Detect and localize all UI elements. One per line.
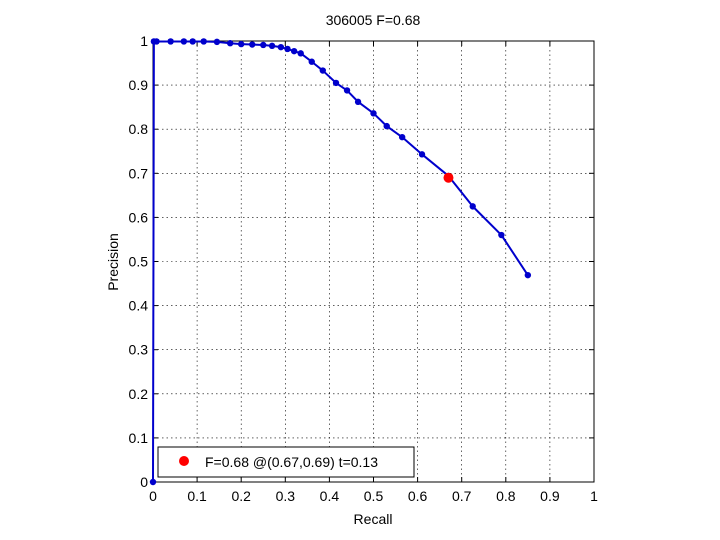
grid-layer xyxy=(153,41,594,482)
pr-curve-point xyxy=(189,38,196,45)
pr-curve-point xyxy=(343,87,351,94)
pr-curve-point xyxy=(226,40,234,47)
x-axis-label: Recall xyxy=(354,511,393,527)
legend-label: F=0.68 @(0.67,0.69) t=0.13 xyxy=(205,454,378,470)
pr-curve-point xyxy=(167,38,174,45)
pr-curve-point xyxy=(398,133,406,141)
pr-curve-point xyxy=(290,47,298,55)
chart-title: 306005 F=0.68 xyxy=(326,12,421,28)
pr-curve-point xyxy=(308,58,315,65)
legend: F=0.68 @(0.67,0.69) t=0.13 xyxy=(157,446,415,478)
pr-curve-point xyxy=(200,38,207,45)
y-tick-label: 0.4 xyxy=(129,298,149,314)
x-tick-label: 0.8 xyxy=(496,488,516,504)
y-tick-label: 0.3 xyxy=(129,342,149,358)
legend-box xyxy=(157,446,415,478)
pr-curve-point xyxy=(249,41,256,48)
pr-curve-point xyxy=(153,38,160,45)
pr-curve-point xyxy=(370,110,377,117)
y-tick-label: 0.2 xyxy=(129,386,149,402)
pr-curve-point xyxy=(260,41,267,49)
x-tick-label: 0.2 xyxy=(231,488,251,504)
y-tick-label: 0.1 xyxy=(129,430,149,446)
pr-curve-point xyxy=(383,122,390,130)
y-tick-label: 0.9 xyxy=(129,77,149,93)
pr-curve-point xyxy=(524,271,532,279)
x-tick-label: 0.6 xyxy=(408,488,428,504)
pr-curve-point xyxy=(268,42,276,50)
pr-curve-point xyxy=(297,50,304,57)
pr-curve-point xyxy=(180,38,188,45)
pr-curve-point xyxy=(418,151,426,158)
x-tick-label: 0.9 xyxy=(540,488,560,504)
tick-layer: 0 0.1 0.2 0.3 0.4 0.5 0.6 0.7 0.8 0.9 1 0 0.1 0.2 0.3 0… xyxy=(129,33,599,504)
x-tick-label: 0.3 xyxy=(276,488,296,504)
pr-curve-point xyxy=(319,67,326,74)
y-tick-label: 0.6 xyxy=(129,209,149,225)
y-tick-label: 0 xyxy=(140,474,148,490)
pr-curve-point xyxy=(238,40,245,48)
pr-curve-point xyxy=(469,203,476,210)
x-tick-label: 0.5 xyxy=(364,488,384,504)
y-tick-label: 0.5 xyxy=(129,254,149,270)
pr-curve-point xyxy=(332,79,340,87)
x-tick-label: 0 xyxy=(149,488,157,504)
x-tick-label: 0.4 xyxy=(320,488,340,504)
x-tick-label: 0.7 xyxy=(452,488,472,504)
y-tick-label: 0.7 xyxy=(129,165,149,181)
y-tick-label: 1 xyxy=(140,33,148,49)
x-tick-label: 0.1 xyxy=(187,488,207,504)
best-f-point xyxy=(443,172,454,183)
pr-curve-point xyxy=(284,45,291,53)
legend-marker xyxy=(179,456,189,466)
y-axis-label: Precision xyxy=(105,233,121,291)
y-tick-label: 0.8 xyxy=(129,121,149,137)
x-tick-label: 1 xyxy=(590,488,598,504)
pr-curve-point xyxy=(213,38,221,46)
pr-curve-point xyxy=(354,98,362,106)
series-layer xyxy=(149,38,532,486)
pr-curve-point xyxy=(149,478,157,486)
pr-curve-point xyxy=(498,231,505,239)
pr-curve-point xyxy=(277,43,285,51)
